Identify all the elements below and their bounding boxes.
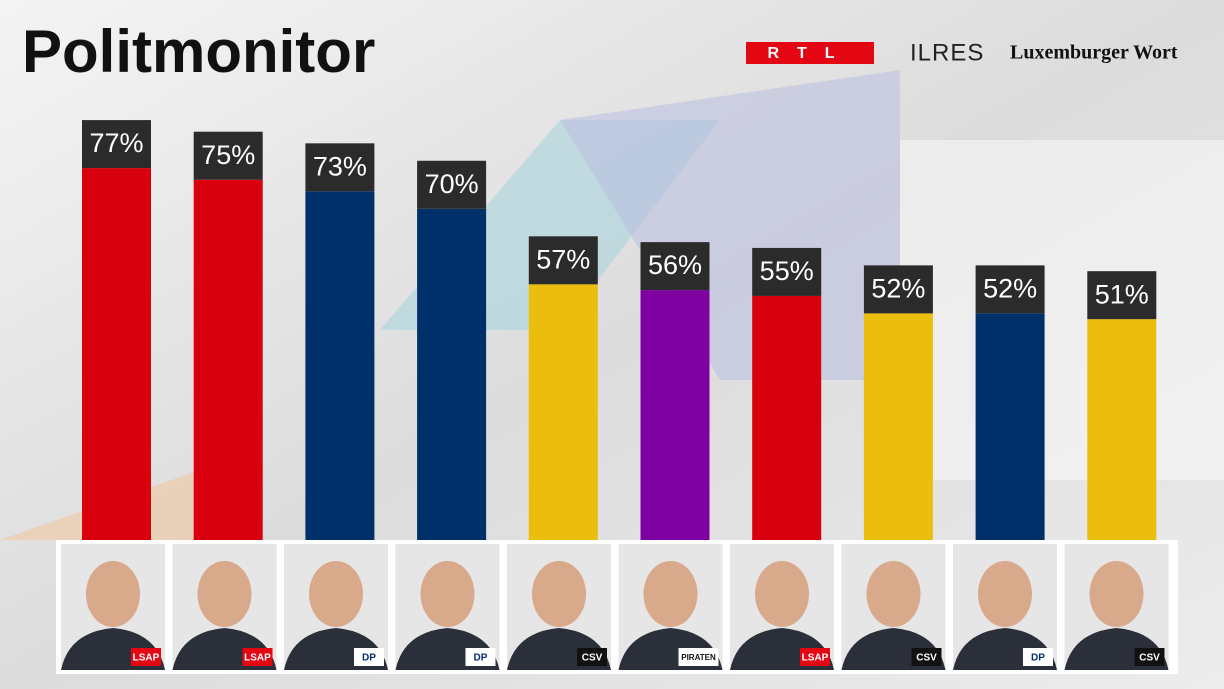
value-label-box (752, 247, 822, 296)
head (643, 561, 698, 627)
head (86, 561, 140, 627)
head (1089, 561, 1144, 627)
value-label: 57% (536, 244, 590, 274)
value-label: 77% (89, 128, 143, 158)
head (532, 561, 586, 627)
value-label-box (1087, 271, 1157, 320)
bar (417, 208, 487, 540)
source: Luxemburger Wort (1010, 42, 1178, 64)
bar (193, 179, 263, 540)
party-badge (131, 648, 161, 666)
party-label: LSAP (244, 653, 271, 664)
value-label: 75% (201, 140, 255, 170)
value-label-box (417, 160, 487, 209)
party-badge (465, 648, 496, 666)
source: ILRES (910, 39, 984, 66)
party-badge (678, 648, 719, 666)
value-label: 70% (425, 169, 479, 199)
party-label: DP (362, 653, 376, 664)
value-label: 55% (760, 256, 814, 286)
value-label-box (640, 242, 710, 291)
candidate-photo: LSAP (172, 544, 277, 670)
value-label: 56% (648, 250, 702, 280)
value-label-box (193, 131, 263, 180)
party-badge (800, 648, 830, 666)
head (755, 561, 809, 627)
value-label-box (975, 265, 1045, 314)
party-label: DP (1031, 653, 1045, 664)
party-label: PIRATEN (681, 653, 716, 662)
bar (863, 313, 933, 540)
head (866, 561, 921, 627)
candidate-photo: DP (395, 544, 500, 670)
value-label-box (528, 236, 598, 285)
party-label: DP (474, 653, 488, 664)
value-label-box (82, 120, 151, 169)
party-label: LSAP (133, 653, 160, 664)
candidate-photo: PIRATEN (618, 544, 723, 670)
party-badge (577, 648, 607, 666)
party-label: CSV (582, 653, 603, 664)
chart-title: Politmonitor (22, 18, 375, 85)
bar (752, 295, 822, 540)
party-label: CSV (1139, 653, 1160, 664)
candidate-photo: CSV (507, 544, 611, 670)
bar (305, 191, 375, 541)
value-label-box (863, 265, 933, 314)
head (197, 561, 252, 627)
party-badge (354, 648, 384, 666)
party-badge (1023, 648, 1053, 666)
value-label: 51% (1095, 279, 1149, 309)
party-badge (911, 648, 942, 666)
source: RTL (767, 45, 852, 62)
head (420, 561, 475, 627)
party-badge (242, 648, 273, 666)
value-label-box (305, 143, 375, 192)
bar (975, 313, 1045, 540)
candidate-photo: LSAP (61, 544, 165, 670)
candidate-photo: LSAP (730, 544, 834, 670)
bar (82, 168, 151, 541)
value-label: 52% (871, 273, 925, 303)
value-label: 52% (983, 273, 1037, 303)
candidate-photo: DP (284, 544, 388, 670)
bar (1087, 319, 1157, 540)
candidate-photo: CSV (1064, 544, 1169, 670)
value-label: 73% (313, 151, 367, 181)
party-label: LSAP (802, 653, 829, 664)
bar (528, 284, 598, 540)
party-badge (1134, 648, 1165, 666)
bar (640, 290, 710, 540)
rtl-logo (746, 42, 874, 64)
decor (900, 140, 1224, 480)
candidate-photo: CSV (841, 544, 946, 670)
logos: RTL ILRES Luxemburger Wort (746, 39, 1178, 66)
head (978, 561, 1032, 627)
candidate-photo: DP (953, 544, 1057, 670)
head (309, 561, 363, 627)
party-label: CSV (916, 653, 937, 664)
